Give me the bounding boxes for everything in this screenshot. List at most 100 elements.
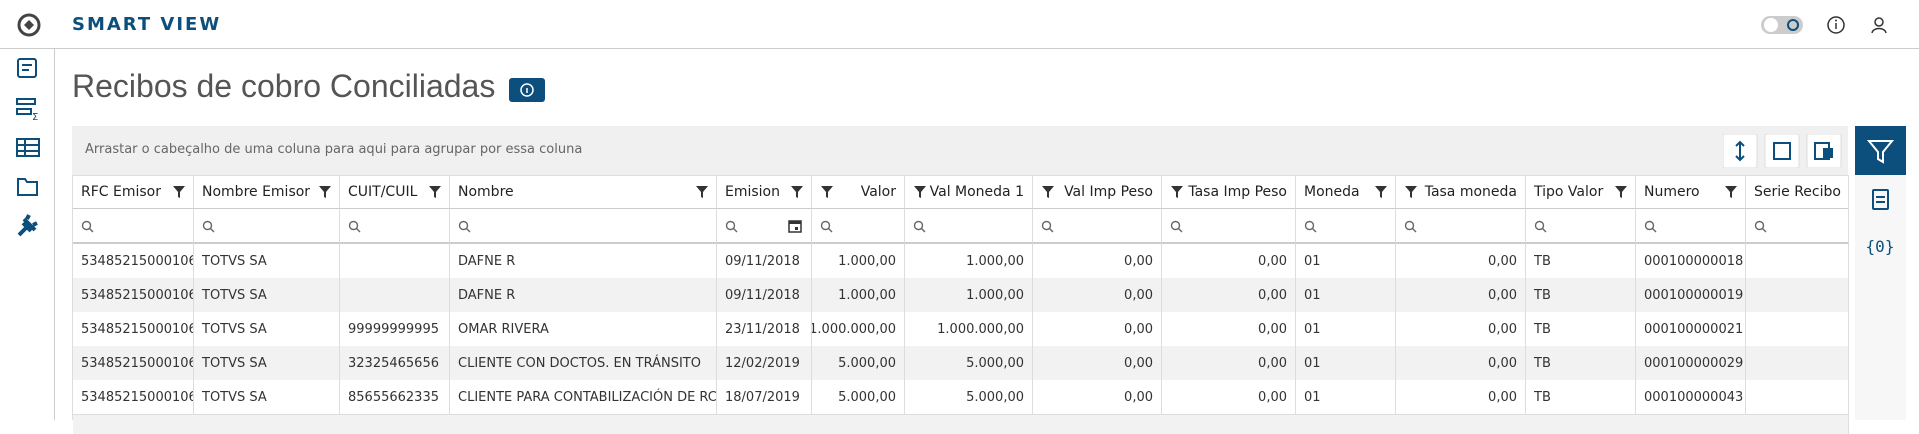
table-cell: 18/07/2019 bbox=[717, 380, 812, 414]
column-header: Tipo Valor bbox=[1526, 175, 1636, 209]
search-icon bbox=[913, 220, 926, 233]
date-picker[interactable] bbox=[788, 219, 802, 233]
column-filter-button[interactable] bbox=[790, 185, 804, 199]
column-header: Tasa moneda bbox=[1396, 175, 1526, 209]
filter-cell[interactable] bbox=[450, 209, 717, 244]
filter-cell[interactable] bbox=[1033, 209, 1162, 244]
filter-cell[interactable] bbox=[1162, 209, 1296, 244]
table-cell: TOTVS SA bbox=[194, 278, 340, 312]
table-cell: 0,00 bbox=[1033, 278, 1162, 312]
svg-text:Σ: Σ bbox=[32, 112, 38, 123]
search-icon bbox=[1041, 220, 1054, 233]
table-cell bbox=[1746, 244, 1849, 278]
table-cell: TB bbox=[1526, 278, 1636, 312]
table-cell: 01 bbox=[1296, 278, 1396, 312]
table-cell bbox=[1746, 380, 1849, 414]
title-info-button[interactable] bbox=[509, 78, 545, 102]
search-icon bbox=[1534, 220, 1547, 233]
table-cell: 85655662335 bbox=[340, 380, 450, 414]
table-cell: 53485215000106 bbox=[73, 380, 194, 414]
table-cell bbox=[1746, 278, 1849, 312]
search-icon bbox=[725, 220, 738, 233]
table-cell bbox=[340, 244, 450, 278]
table-cell: 1.000,00 bbox=[905, 244, 1033, 278]
filter-cell[interactable] bbox=[340, 209, 450, 244]
column-filter-button[interactable] bbox=[820, 185, 834, 199]
search-icon bbox=[458, 220, 471, 233]
filter-cell[interactable] bbox=[194, 209, 340, 244]
right-panel-icons[interactable]: {0} bbox=[1855, 126, 1906, 326]
column-filter-button[interactable] bbox=[428, 185, 442, 199]
search-icon bbox=[1644, 220, 1657, 233]
table-cell: 1.000.000,00 bbox=[812, 312, 905, 346]
column-filter-button[interactable] bbox=[1724, 185, 1738, 199]
table-cell: 000100000043 bbox=[1636, 380, 1746, 414]
data-grid: RFC Emisor 53485215000106 53485215000106 53… bbox=[72, 175, 1849, 434]
table-cell: CLIENTE PARA CONTABILIZACIÓN DE RC bbox=[450, 380, 717, 414]
filter-cell[interactable] bbox=[812, 209, 905, 244]
filter-cell[interactable] bbox=[1396, 209, 1526, 244]
table-cell: 0,00 bbox=[1396, 346, 1526, 380]
table-cell: OMAR RIVERA bbox=[450, 312, 717, 346]
filter-cell[interactable] bbox=[1746, 209, 1849, 244]
logo bbox=[17, 13, 41, 37]
table-cell: 0,00 bbox=[1396, 380, 1526, 414]
sidebar: Σ bbox=[0, 49, 55, 420]
right-panel: {0} bbox=[1855, 126, 1906, 420]
filter-cell[interactable] bbox=[1296, 209, 1396, 244]
table-cell: 000100000019 bbox=[1636, 278, 1746, 312]
info-button[interactable] bbox=[1826, 15, 1846, 35]
table-cell: 0,00 bbox=[1162, 278, 1296, 312]
table-cell: 01 bbox=[1296, 346, 1396, 380]
filter-cell[interactable] bbox=[717, 209, 812, 244]
filter-cell[interactable] bbox=[1636, 209, 1746, 244]
column-filter-button[interactable] bbox=[1404, 185, 1418, 199]
search-icon bbox=[202, 220, 215, 233]
filter-cell[interactable] bbox=[73, 209, 194, 244]
table-cell: 0,00 bbox=[1033, 346, 1162, 380]
search-icon bbox=[1754, 220, 1767, 233]
table-cell: 53485215000106 bbox=[73, 278, 194, 312]
column-filter-button[interactable] bbox=[1170, 185, 1184, 199]
column-filter-button[interactable] bbox=[1041, 185, 1055, 199]
column-filter-button[interactable] bbox=[695, 185, 709, 199]
search-icon bbox=[1404, 220, 1417, 233]
search-icon bbox=[1304, 220, 1317, 233]
table-cell bbox=[340, 278, 450, 312]
column-filter-button[interactable] bbox=[172, 185, 186, 199]
table-cell: 1.000,00 bbox=[905, 278, 1033, 312]
theme-toggle[interactable] bbox=[1760, 14, 1806, 36]
filter-cell[interactable] bbox=[1526, 209, 1636, 244]
table-cell: TB bbox=[1526, 312, 1636, 346]
top-bar: SMART VIEW bbox=[0, 0, 1919, 49]
table-cell: 5.000,00 bbox=[905, 346, 1033, 380]
group-hint: Arrastar o cabeçalho de uma coluna para … bbox=[85, 142, 583, 157]
column-filter-button[interactable] bbox=[1614, 185, 1628, 199]
table-row-partial bbox=[73, 414, 1849, 434]
column-filter-button[interactable] bbox=[1374, 185, 1388, 199]
column-header: Val Imp Peso bbox=[1033, 175, 1162, 209]
column-filter-button[interactable] bbox=[913, 185, 927, 199]
column-filter-button[interactable] bbox=[318, 185, 332, 199]
column-header: Emision bbox=[717, 175, 812, 209]
sidebar-icons[interactable]: Σ bbox=[15, 57, 41, 287]
user-button[interactable] bbox=[1869, 15, 1889, 35]
column-header: Nombre bbox=[450, 175, 717, 209]
table-cell: DAFNE R bbox=[450, 244, 717, 278]
table-cell bbox=[1746, 312, 1849, 346]
table-cell: 99999999995 bbox=[340, 312, 450, 346]
table-cell: 0,00 bbox=[1396, 278, 1526, 312]
group-panel: Arrastar o cabeçalho de uma coluna para … bbox=[72, 126, 1848, 175]
filter-cell[interactable] bbox=[905, 209, 1033, 244]
table-cell: 0,00 bbox=[1162, 312, 1296, 346]
table-cell: 53485215000106 bbox=[73, 312, 194, 346]
page-title: Recibos de cobro Conciliadas bbox=[72, 68, 496, 104]
table-cell: 1.000,00 bbox=[812, 244, 905, 278]
table-cell: TB bbox=[1526, 244, 1636, 278]
column-header: Numero bbox=[1636, 175, 1746, 209]
table-cell: 23/11/2018 bbox=[717, 312, 812, 346]
table-cell: TOTVS SA bbox=[194, 346, 340, 380]
table-cell: 0,00 bbox=[1162, 244, 1296, 278]
grid-toolbar[interactable] bbox=[1723, 134, 1843, 168]
table-cell: 1.000.000,00 bbox=[905, 312, 1033, 346]
